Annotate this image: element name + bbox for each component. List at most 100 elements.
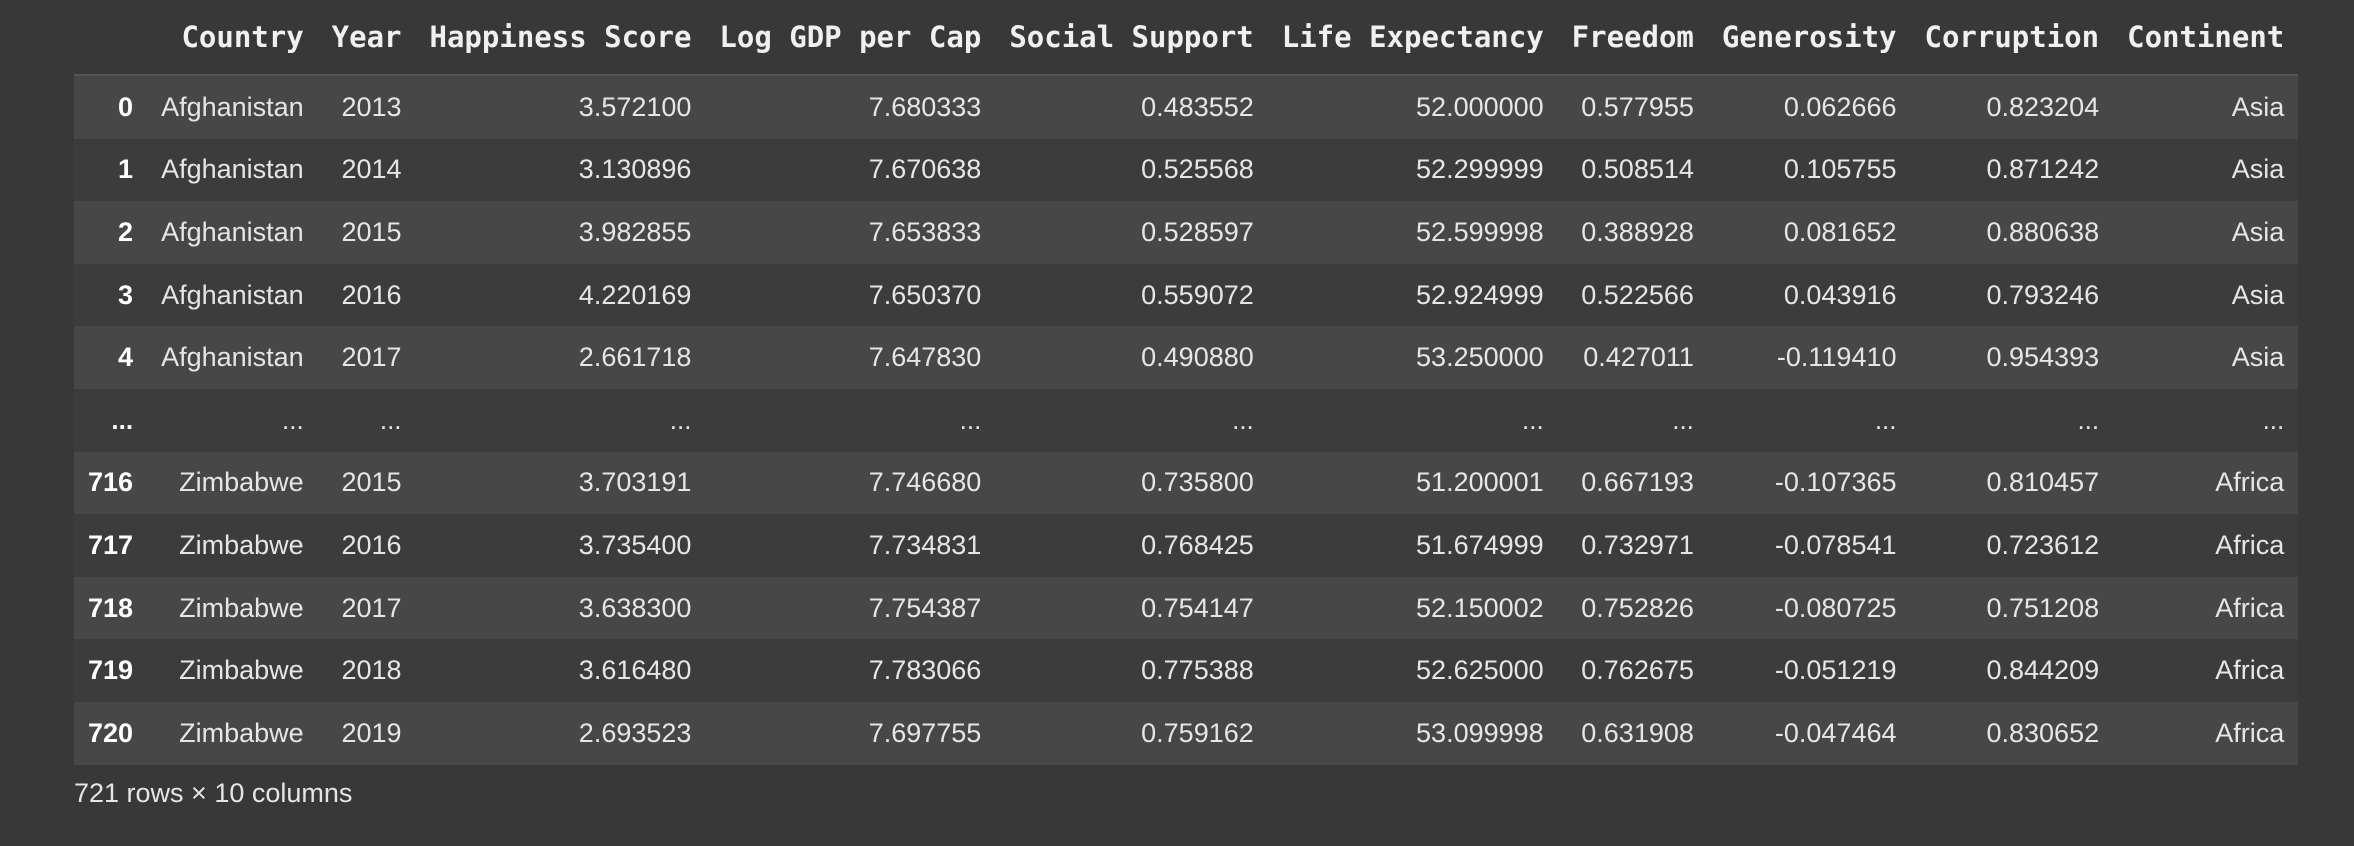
row-index: 718 xyxy=(88,592,134,623)
cell-country: Zimbabwe xyxy=(179,467,304,498)
cell-log-gdp: 7.647830 xyxy=(868,342,982,373)
cell-log-gdp: 7.650370 xyxy=(868,279,982,310)
cell-year: ... xyxy=(379,404,402,435)
cell-social-support: 0.759162 xyxy=(1141,717,1254,748)
index-header xyxy=(74,0,148,76)
cell-log-gdp: 7.680333 xyxy=(868,91,982,122)
table-row: 716 Zimbabwe 2015 3.703191 7.746680 0.73… xyxy=(74,451,2299,515)
cell-life-expectancy: 52.299999 xyxy=(1416,154,1544,185)
cell-freedom: 0.667193 xyxy=(1581,467,1694,498)
cell-log-gdp: ... xyxy=(959,404,982,435)
column-header-social-support: Social Support xyxy=(995,0,1268,76)
column-header-year: Year xyxy=(317,0,416,76)
cell-continent: Africa xyxy=(2215,467,2285,498)
column-header-generosity: Generosity xyxy=(1707,0,1911,76)
cell-corruption: 0.844209 xyxy=(1986,655,2100,686)
cell-freedom: 0.388928 xyxy=(1581,216,1694,247)
row-index: 716 xyxy=(88,467,134,498)
cell-happiness-score: ... xyxy=(669,404,692,435)
cell-year: 2019 xyxy=(341,717,402,748)
cell-corruption: ... xyxy=(2077,404,2100,435)
column-header-country: Country xyxy=(147,0,318,76)
cell-continent: ... xyxy=(2262,404,2285,435)
cell-freedom: 0.762675 xyxy=(1581,655,1694,686)
cell-year: 2017 xyxy=(341,592,402,623)
cell-happiness-score: 3.982855 xyxy=(578,216,692,247)
cell-log-gdp: 7.746680 xyxy=(868,467,982,498)
cell-life-expectancy: 52.599998 xyxy=(1416,216,1544,247)
cell-year: 2017 xyxy=(341,342,402,373)
cell-continent: Asia xyxy=(2231,216,2285,247)
cell-generosity: 0.043916 xyxy=(1783,279,1897,310)
cell-country: Afghanistan xyxy=(161,342,304,373)
cell-social-support: 0.490880 xyxy=(1141,342,1254,373)
dataframe-output: Country Year Happiness Score Log GDP per… xyxy=(74,0,2299,765)
cell-corruption: 0.751208 xyxy=(1986,592,2100,623)
column-header-freedom: Freedom xyxy=(1557,0,1708,76)
dataframe-table: Country Year Happiness Score Log GDP per… xyxy=(74,0,2299,765)
row-index: 1 xyxy=(118,154,134,185)
cell-generosity: 0.062666 xyxy=(1783,91,1897,122)
cell-corruption: 0.723612 xyxy=(1986,529,2100,560)
cell-country: Afghanistan xyxy=(161,279,304,310)
cell-corruption: 0.830652 xyxy=(1986,717,2100,748)
cell-freedom: 0.508514 xyxy=(1581,154,1694,185)
table-row: 3 Afghanistan 2016 4.220169 7.650370 0.5… xyxy=(74,263,2299,327)
cell-country: Zimbabwe xyxy=(179,717,304,748)
table-row: 1 Afghanistan 2014 3.130896 7.670638 0.5… xyxy=(74,138,2299,202)
cell-corruption: 0.810457 xyxy=(1986,467,2100,498)
cell-country: Afghanistan xyxy=(161,216,304,247)
cell-country: Zimbabwe xyxy=(179,529,304,560)
cell-corruption: 0.880638 xyxy=(1986,216,2100,247)
cell-corruption: 0.793246 xyxy=(1986,279,2100,310)
column-header-continent: Continent xyxy=(2113,0,2299,76)
cell-social-support: 0.754147 xyxy=(1141,592,1254,623)
column-header-happiness-score: Happiness Score xyxy=(415,0,706,76)
cell-generosity: ... xyxy=(1874,404,1897,435)
row-index: ... xyxy=(111,404,134,435)
cell-continent: Africa xyxy=(2215,655,2285,686)
cell-generosity: -0.051219 xyxy=(1774,655,1897,686)
cell-year: 2014 xyxy=(341,154,402,185)
table-row: 717 Zimbabwe 2016 3.735400 7.734831 0.76… xyxy=(74,514,2299,577)
cell-country: Afghanistan xyxy=(161,154,304,185)
cell-continent: Asia xyxy=(2231,154,2285,185)
cell-happiness-score: 3.130896 xyxy=(578,154,692,185)
cell-continent: Asia xyxy=(2231,342,2285,373)
table-row: 0 Afghanistan 2013 3.572100 7.680333 0.4… xyxy=(74,75,2299,139)
cell-life-expectancy: 53.250000 xyxy=(1416,342,1544,373)
column-header-log-gdp: Log GDP per Cap xyxy=(705,0,996,76)
cell-happiness-score: 3.616480 xyxy=(578,655,692,686)
cell-continent: Africa xyxy=(2215,529,2285,560)
cell-happiness-score: 3.703191 xyxy=(578,467,692,498)
cell-log-gdp: 7.783066 xyxy=(868,655,982,686)
cell-freedom: 0.631908 xyxy=(1581,717,1694,748)
dataframe-shape-note: 721 rows × 10 columns xyxy=(74,778,353,808)
cell-freedom: ... xyxy=(1672,404,1694,435)
cell-log-gdp: 7.734831 xyxy=(868,529,982,560)
cell-social-support: 0.775388 xyxy=(1141,655,1254,686)
ellipsis-row: ... ... ... ... ... ... ... ... ... ... … xyxy=(74,388,2299,452)
cell-generosity: 0.081652 xyxy=(1783,216,1897,247)
cell-corruption: 0.871242 xyxy=(1986,154,2100,185)
table-row: 2 Afghanistan 2015 3.982855 7.653833 0.5… xyxy=(74,201,2299,264)
cell-year: 2015 xyxy=(341,216,402,247)
cell-generosity: -0.107365 xyxy=(1774,467,1897,498)
cell-freedom: 0.522566 xyxy=(1581,279,1694,310)
cell-continent: Asia xyxy=(2231,279,2285,310)
cell-life-expectancy: 51.200001 xyxy=(1416,467,1544,498)
cell-continent: Africa xyxy=(2215,717,2285,748)
table-row: 719 Zimbabwe 2018 3.616480 7.783066 0.77… xyxy=(74,639,2299,702)
cell-continent: Asia xyxy=(2231,91,2285,122)
header-row: Country Year Happiness Score Log GDP per… xyxy=(74,0,2299,76)
cell-continent: Africa xyxy=(2215,592,2285,623)
cell-social-support: 0.483552 xyxy=(1141,91,1254,122)
cell-country: Zimbabwe xyxy=(179,655,304,686)
cell-life-expectancy: 52.150002 xyxy=(1416,592,1544,623)
column-header-corruption: Corruption xyxy=(1910,0,2114,76)
row-index: 720 xyxy=(88,717,134,748)
cell-corruption: 0.954393 xyxy=(1986,342,2100,373)
row-index: 4 xyxy=(118,342,134,373)
cell-generosity: -0.047464 xyxy=(1774,717,1897,748)
cell-life-expectancy: 51.674999 xyxy=(1416,529,1544,560)
